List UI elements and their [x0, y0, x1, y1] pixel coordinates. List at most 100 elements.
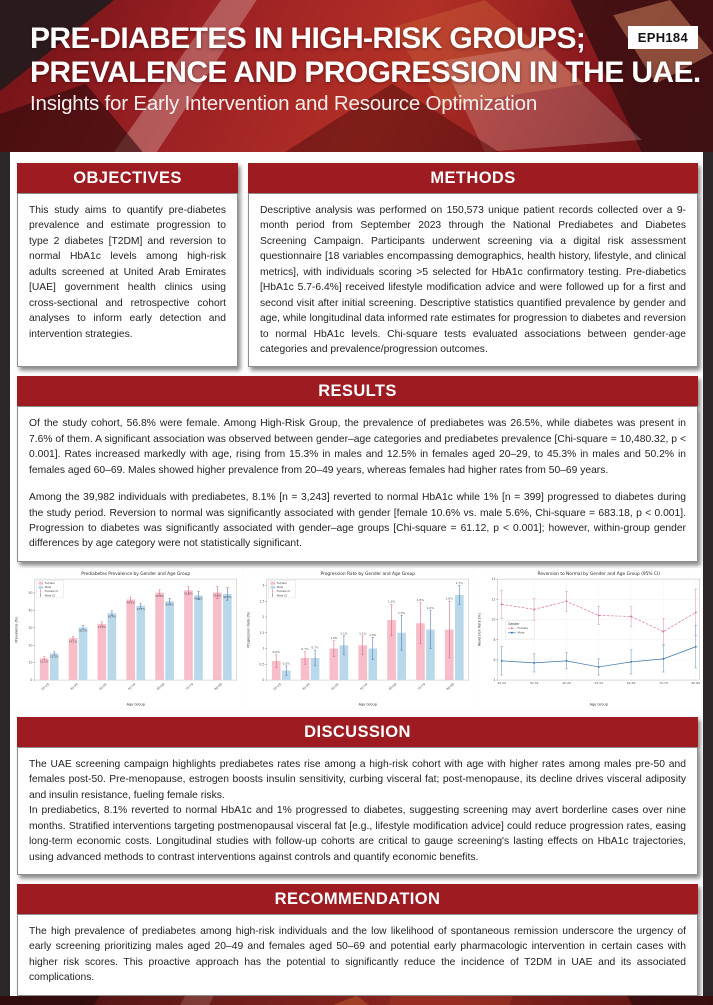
svg-text:0.6%: 0.6% [272, 650, 280, 654]
svg-text:20: 20 [29, 643, 33, 647]
discussion-paragraph-1: The UAE screening campaign highlights pr… [29, 758, 686, 801]
recommendation-body: The high prevalence of prediabetes among… [17, 913, 698, 996]
svg-text:14: 14 [492, 577, 496, 581]
results-section: RESULTS Of the study cohort, 56.8% were … [17, 376, 698, 562]
svg-text:Male CI: Male CI [276, 593, 286, 597]
svg-text:1.6%: 1.6% [445, 596, 453, 600]
svg-text:10: 10 [492, 617, 496, 621]
svg-text:Male: Male [45, 585, 52, 589]
authors-block: Prof. João Carapinha , Ph.D.1,2, Dr. But… [128, 996, 713, 1005]
reversion-chart-figure: Reversion to Normal by Gender and Age Gr… [475, 567, 706, 708]
svg-text:Female: Female [518, 626, 529, 630]
objectives-section: OBJECTIVES This study aims to quantify p… [17, 163, 238, 368]
svg-text:50: 50 [29, 591, 33, 595]
svg-text:2.5: 2.5 [259, 599, 264, 603]
svg-text:Reversion to Normal by Gender: Reversion to Normal by Gender and Age Gr… [538, 571, 661, 577]
recommendation-heading: RECOMMENDATION [17, 883, 698, 914]
methods-text: Descriptive analysis was performed on 15… [260, 205, 686, 355]
svg-text:0.7%: 0.7% [311, 645, 319, 649]
svg-text:30-39: 30-39 [69, 682, 78, 691]
svg-text:0: 0 [262, 678, 264, 682]
svg-text:1.5%: 1.5% [398, 611, 406, 615]
svg-text:40: 40 [29, 608, 33, 612]
svg-text:Prediabetes Prevalence by Gend: Prediabetes Prevalence by Gender and Age… [81, 571, 190, 577]
methods-section: METHODS Descriptive analysis was perform… [248, 163, 698, 368]
poster-header: EPH184 PRE-DIABETES IN HIGH-RISK GROUPS;… [0, 0, 713, 152]
right-edge-strip [703, 152, 713, 996]
svg-text:49.5%: 49.5% [223, 595, 232, 599]
methods-heading: METHODS [248, 163, 698, 193]
poster-body: OBJECTIVES This study aims to quantify p… [0, 152, 713, 996]
svg-text:2: 2 [262, 615, 264, 619]
svg-text:1.5: 1.5 [259, 631, 264, 635]
footer-collage-art [0, 995, 713, 1005]
objectives-body: This study aims to quantify pre-diabetes… [17, 193, 238, 368]
svg-text:30.2%: 30.2% [79, 629, 88, 633]
svg-text:1.8%: 1.8% [416, 598, 424, 602]
prevalence-chart-figure: Prediabetes Prevalence by Gender and Age… [12, 567, 242, 708]
svg-text:50.3%: 50.3% [213, 594, 222, 598]
svg-text:1.9%: 1.9% [388, 600, 396, 604]
svg-text:45.3%: 45.3% [165, 602, 174, 606]
svg-text:3: 3 [262, 583, 264, 587]
header-collage-art [0, 0, 713, 152]
svg-text:Female CI: Female CI [276, 589, 290, 593]
svg-text:15.3%: 15.3% [50, 654, 59, 658]
svg-text:6: 6 [494, 658, 496, 662]
svg-text:50-59: 50-59 [127, 682, 136, 691]
svg-text:32.2%: 32.2% [98, 625, 107, 629]
svg-text:40-49: 40-49 [562, 681, 571, 685]
results-paragraph-2: Among the 39,982 individuals with predia… [29, 492, 686, 550]
svg-text:Progression Rate by Gender and: Progression Rate by Gender and Age Group [320, 571, 415, 577]
discussion-heading: DISCUSSION [17, 716, 698, 747]
svg-text:Male: Male [276, 585, 283, 589]
svg-text:40-49: 40-49 [98, 682, 107, 691]
svg-text:Reversion Rate (%): Reversion Rate (%) [478, 612, 482, 646]
svg-text:20-29: 20-29 [498, 681, 507, 685]
svg-text:38.4%: 38.4% [108, 614, 117, 618]
svg-text:30: 30 [29, 626, 33, 630]
svg-text:42.7%: 42.7% [137, 607, 146, 611]
svg-text:Male: Male [518, 631, 525, 635]
svg-text:30-39: 30-39 [530, 681, 539, 685]
svg-text:70-79: 70-79 [416, 682, 425, 691]
svg-text:50-59: 50-59 [359, 682, 368, 691]
svg-text:Female CI: Female CI [45, 589, 59, 593]
svg-text:80-89: 80-89 [214, 682, 223, 691]
svg-text:50.2%: 50.2% [155, 594, 164, 598]
svg-text:0.3%: 0.3% [282, 661, 290, 665]
svg-text:20-29: 20-29 [40, 682, 49, 691]
svg-text:1.6%: 1.6% [427, 606, 435, 610]
svg-text:Female: Female [45, 581, 55, 585]
svg-text:50-59: 50-59 [595, 681, 604, 685]
discussion-body: The UAE screening campaign highlights pr… [17, 746, 698, 875]
svg-text:48.6%: 48.6% [194, 596, 203, 600]
poster-subtitle: Insights for Early Intervention and Reso… [30, 92, 538, 116]
svg-text:Progression Rate (%): Progression Rate (%) [246, 611, 250, 648]
poster-title: PRE-DIABETES IN HIGH-RISK GROUPS; PREVAL… [30, 22, 701, 89]
svg-text:Age Group: Age Group [127, 702, 145, 706]
progression-chart-figure: Progression Rate by Gender and Age Group… [243, 567, 474, 708]
svg-text:2.7%: 2.7% [455, 581, 463, 585]
objectives-heading: OBJECTIVES [17, 163, 238, 193]
svg-text:8: 8 [494, 638, 496, 642]
svg-text:1.1%: 1.1% [340, 631, 348, 635]
svg-text:24.1%: 24.1% [69, 639, 78, 643]
recommendation-section: RECOMMENDATION The high prevalence of pr… [17, 883, 698, 996]
svg-text:12: 12 [492, 597, 496, 601]
discussion-section: DISCUSSION The UAE screening campaign hi… [17, 716, 698, 875]
methods-body: Descriptive analysis was performed on 15… [248, 193, 698, 368]
svg-text:1.0%: 1.0% [369, 633, 377, 637]
results-heading: RESULTS [17, 376, 698, 407]
svg-text:20-29: 20-29 [272, 682, 281, 691]
svg-text:46.3%: 46.3% [126, 600, 135, 604]
results-paragraph-1: Of the study cohort, 56.8% were female. … [29, 418, 686, 476]
progression-bar-chart: Progression Rate by Gender and Age Group… [243, 568, 474, 707]
left-edge-strip [0, 152, 10, 996]
svg-text:Age Group: Age Group [590, 702, 608, 706]
poster-title-line2: PREVALENCE AND PROGRESSION IN THE UAE. [30, 55, 701, 89]
svg-text:60-69: 60-69 [156, 682, 165, 691]
svg-text:4: 4 [494, 678, 496, 682]
svg-text:30-39: 30-39 [301, 682, 310, 691]
objectives-text: This study aims to quantify pre-diabetes… [29, 205, 226, 340]
